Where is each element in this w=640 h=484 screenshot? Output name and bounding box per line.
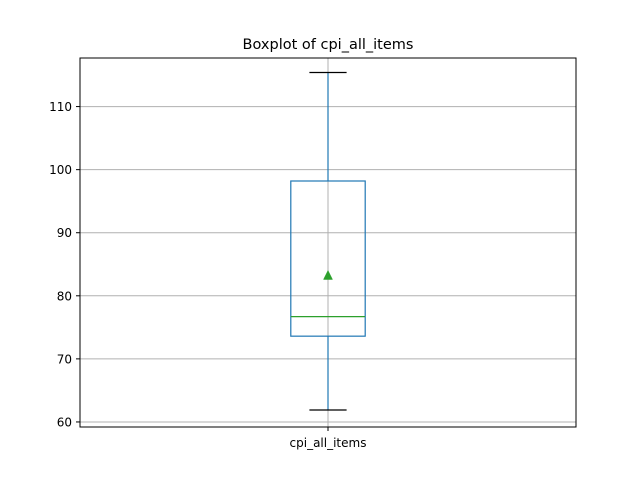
- box-layer: [290, 71, 366, 411]
- y-tick-label: 90: [57, 226, 72, 240]
- y-tick-label: 100: [49, 163, 72, 177]
- tick-layer: 60 70 80 90 100 110 cpi_all_items: [49, 100, 366, 450]
- mean-marker: [323, 269, 333, 280]
- y-tick-label: 70: [57, 352, 72, 366]
- iqr-box: [290, 180, 366, 337]
- y-tick-label: 80: [57, 289, 72, 303]
- y-tick-label: 110: [49, 100, 72, 114]
- chart-title: Boxplot of cpi_all_items: [243, 37, 414, 53]
- y-tick-label: 60: [57, 415, 72, 429]
- x-tick-label: cpi_all_items: [290, 436, 367, 450]
